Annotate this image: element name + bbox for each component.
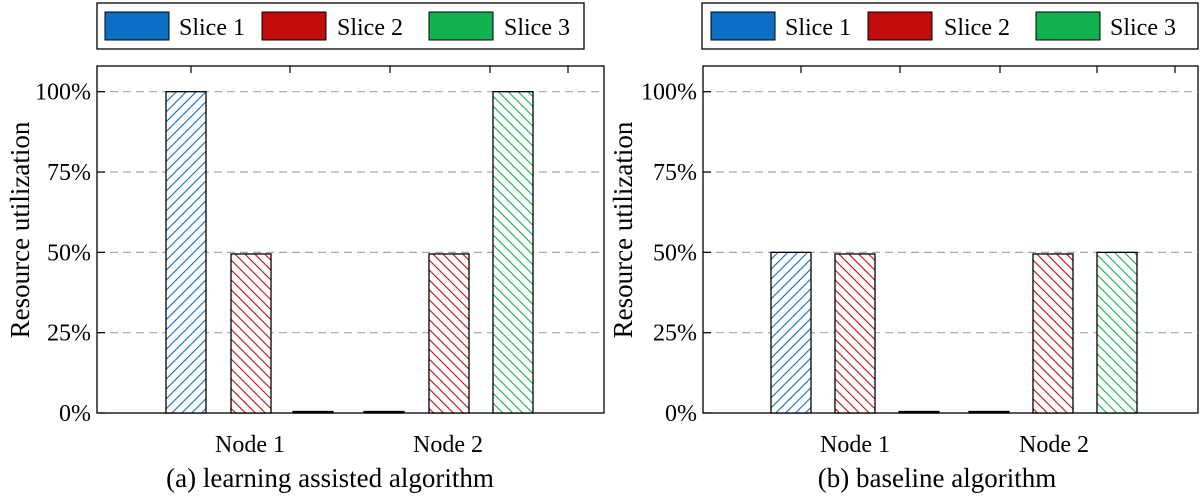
y-tick-label-a-0: 0%	[59, 401, 91, 427]
bar-b-node2-slice1	[968, 410, 1010, 414]
bar-b-node1-slice3	[898, 410, 940, 414]
legend-item-slice3-a: Slice 3	[428, 11, 570, 41]
x-tick-label-node2-b: Node 2	[1019, 432, 1089, 458]
legend-box-b	[701, 2, 1199, 50]
chart-title-b: (b) baseline algorithm	[818, 463, 1056, 493]
y-tick-label-b-1: 25%	[653, 321, 697, 347]
top-ticks-a	[190, 66, 569, 73]
y-tick-label-b-3: 75%	[653, 160, 697, 186]
legend-swatch-slice1-a	[104, 11, 170, 41]
legend-swatch-slice3-a	[428, 11, 494, 41]
plot-area-a	[96, 65, 605, 414]
x-tick-label-node1-a: Node 1	[215, 432, 285, 458]
chart-panel-b: Slice 1 Slice 2 Slice 3 0%25%50%75%100% …	[608, 2, 1199, 493]
chart-panel-a: Slice 1 Slice 2 Slice 3 0%25%50%75%100% …	[5, 2, 605, 493]
bar-a-node2-slice1	[363, 410, 405, 414]
y-tick-label-a-3: 75%	[47, 160, 91, 186]
bar-a-node2-slice3	[492, 91, 534, 414]
legend-label-slice2-a: Slice 2	[337, 15, 403, 41]
legend-item-slice1-b: Slice 1	[710, 11, 851, 41]
y-tick-label-b-0: 0%	[665, 401, 697, 427]
legend-item-slice3-b: Slice 3	[1035, 11, 1176, 41]
legend-item-slice1-a: Slice 1	[104, 11, 245, 41]
bar-a-node1-slice2	[230, 253, 272, 414]
y-tick-label-a-4: 100%	[35, 80, 91, 106]
y-axis-ticks-b: 0% 25% 50% 75% 100%	[641, 80, 711, 427]
plot-area-b	[702, 65, 1199, 414]
bars-a	[165, 91, 534, 414]
legend-swatch-slice3-b	[1035, 11, 1101, 41]
legend-label-slice1-b: Slice 1	[785, 15, 851, 41]
legend-a: Slice 1 Slice 2 Slice 3	[96, 2, 585, 50]
legend-label-slice1-a: Slice 1	[179, 15, 245, 41]
bar-b-node2-slice3	[1096, 251, 1138, 414]
y-tick-label-b-2: 50%	[653, 240, 697, 266]
y-axis-ticks-a: 0% 25% 50% 75% 100%	[35, 80, 105, 427]
legend-label-slice3-b: Slice 3	[1110, 15, 1176, 41]
legend-label-slice3-a: Slice 3	[504, 15, 570, 41]
y-tick-label-a-1: 25%	[47, 321, 91, 347]
bar-a-node2-slice2	[428, 253, 470, 414]
x-tick-label-node1-b: Node 1	[820, 432, 890, 458]
legend-b: Slice 1 Slice 2 Slice 3	[701, 2, 1199, 50]
legend-box-a	[96, 2, 585, 50]
legend-item-slice2-a: Slice 2	[261, 11, 403, 41]
bar-b-node1-slice1	[770, 251, 812, 414]
legend-swatch-slice1-b	[710, 11, 776, 41]
x-tick-label-node2-a: Node 2	[413, 432, 483, 458]
bar-a-node1-slice1	[165, 91, 207, 414]
y-tick-label-a-2: 50%	[47, 240, 91, 266]
bars-b	[770, 251, 1138, 414]
y-tick-label-b-4: 100%	[641, 80, 697, 106]
legend-swatch-slice2-a	[261, 11, 327, 41]
y-axis-label-a: Resource utilization	[5, 121, 35, 338]
top-ticks-b	[800, 66, 1176, 73]
y-axis-label-b: Resource utilization	[608, 121, 638, 338]
legend-item-slice2-b: Slice 2	[867, 11, 1010, 41]
legend-swatch-slice2-b	[867, 11, 933, 41]
bar-a-node1-slice3	[292, 410, 334, 414]
bar-b-node2-slice2	[1032, 253, 1074, 414]
legend-label-slice2-b: Slice 2	[944, 15, 1010, 41]
bar-b-node1-slice2	[834, 253, 876, 414]
chart-title-a: (a) learning assisted algorithm	[166, 463, 494, 493]
